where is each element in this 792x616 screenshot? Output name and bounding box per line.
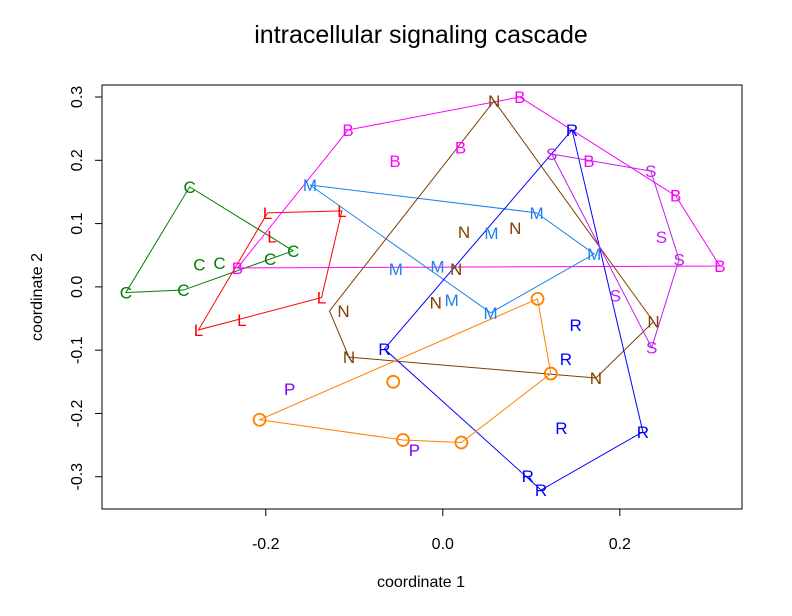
point-S: S — [610, 287, 621, 306]
point-B: B — [714, 257, 725, 276]
point-N: N — [590, 369, 602, 388]
hull-C — [124, 186, 295, 294]
point-C: C — [193, 256, 205, 275]
point-S: S — [656, 228, 667, 247]
point-M: M — [484, 224, 498, 243]
point-N: N — [450, 260, 462, 279]
point-R: R — [378, 340, 390, 359]
point-O — [543, 366, 558, 381]
plot-frame — [101, 84, 743, 510]
point-O — [530, 291, 545, 306]
point-B: B — [670, 187, 681, 206]
hulls — [124, 96, 721, 491]
y-tick-label: 0.3 — [69, 86, 86, 108]
point-L: L — [194, 321, 203, 340]
point-R: R — [560, 350, 572, 369]
point-N: N — [647, 313, 659, 332]
hull-S — [550, 153, 680, 349]
point-C: C — [213, 254, 225, 273]
point-M: M — [445, 291, 459, 310]
point-R: R — [555, 419, 567, 438]
point-S: S — [645, 162, 656, 181]
point-C: C — [287, 242, 299, 261]
point-R: R — [535, 481, 547, 500]
point-L: L — [317, 289, 326, 308]
point-R: R — [569, 316, 581, 335]
point-N: N — [509, 219, 521, 238]
hull-B — [236, 96, 721, 269]
point-S: S — [673, 251, 684, 270]
point-M: M — [303, 176, 317, 195]
point-N: N — [488, 92, 500, 111]
y-axis-label: coordinate 2 — [29, 253, 46, 341]
point-O — [454, 435, 469, 450]
point-R: R — [522, 467, 534, 486]
x-tick-label: 0.0 — [432, 536, 454, 553]
point-N: N — [343, 348, 355, 367]
point-B: B — [514, 88, 525, 107]
point-N: N — [458, 223, 470, 242]
point-M: M — [389, 260, 403, 279]
point-B: B — [583, 152, 594, 171]
y-tick-label: -0.1 — [69, 336, 86, 364]
chart-title: intracellular signaling cascade — [254, 21, 588, 49]
hull-L — [197, 210, 343, 331]
point-C: C — [177, 281, 189, 300]
point-O — [252, 412, 267, 427]
point-P: P — [409, 441, 420, 460]
y-tick-label: 0.1 — [69, 212, 86, 234]
point-C: C — [264, 250, 276, 269]
point-S: S — [546, 145, 557, 164]
hull-M — [309, 184, 596, 314]
hull-N — [328, 99, 655, 379]
axes: -0.2 0.0 0.2 -0.3 -0.2 -0.1 0.0 0.1 0.2 0.3 — [69, 86, 631, 553]
point-R: R — [566, 121, 578, 140]
point-C: C — [183, 178, 195, 197]
point-O — [396, 433, 410, 447]
hull-O — [257, 298, 552, 444]
point-R: R — [637, 423, 649, 442]
hull-R — [383, 128, 644, 491]
point-B: B — [232, 259, 243, 278]
point-B: B — [455, 139, 466, 158]
point-B: B — [389, 152, 400, 171]
y-tick-label: 0.0 — [69, 276, 86, 298]
point-M: M — [530, 204, 544, 223]
point-L: L — [263, 204, 272, 223]
point-L: L — [267, 228, 276, 247]
x-tick-label: -0.2 — [252, 536, 280, 553]
point-L: L — [337, 202, 346, 221]
y-tick-label: -0.2 — [69, 400, 86, 428]
y-tick-label: 0.2 — [69, 149, 86, 171]
point-C: C — [120, 284, 132, 303]
y-tick-label: -0.3 — [69, 463, 86, 491]
point-L: L — [237, 311, 246, 330]
point-O — [386, 374, 401, 389]
point-P: P — [284, 380, 295, 399]
point-M: M — [430, 258, 444, 277]
x-tick-label: 0.2 — [609, 536, 631, 553]
point-B: B — [342, 121, 353, 140]
point-M: M — [587, 245, 601, 264]
point-M: M — [484, 304, 498, 323]
x-axis-label: coordinate 1 — [377, 574, 465, 591]
point-N: N — [430, 294, 442, 313]
point-N: N — [337, 302, 349, 321]
point-S: S — [646, 339, 657, 358]
